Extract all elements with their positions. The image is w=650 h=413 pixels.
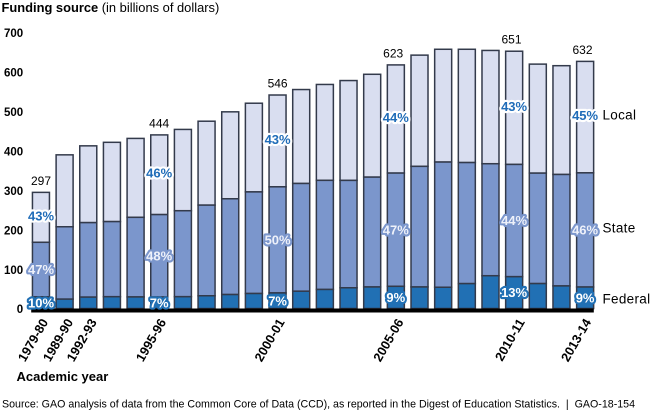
svg-text:Source: GAO analysis of data f: Source: GAO analysis of data from the Co…: [2, 399, 635, 411]
svg-text:300: 300: [4, 186, 23, 198]
svg-text:297: 297: [31, 174, 51, 188]
svg-text:7%: 7%: [268, 293, 287, 308]
svg-text:546: 546: [268, 76, 288, 90]
svg-text:State: State: [603, 221, 636, 236]
svg-text:700: 700: [4, 28, 23, 40]
svg-text:13%: 13%: [501, 285, 527, 300]
svg-text:Funding source (in billions of: Funding source (in billions of dollars): [2, 0, 220, 15]
svg-text:623: 623: [383, 46, 403, 60]
svg-text:10%: 10%: [28, 295, 54, 310]
svg-text:43%: 43%: [28, 208, 54, 223]
svg-text:43%: 43%: [265, 132, 291, 147]
svg-text:200: 200: [4, 225, 23, 237]
svg-text:Academic year: Academic year: [17, 369, 109, 384]
svg-text:50%: 50%: [265, 233, 291, 248]
svg-text:600: 600: [4, 68, 23, 80]
svg-text:46%: 46%: [572, 223, 598, 238]
svg-text:100: 100: [4, 265, 23, 277]
svg-text:Federal: Federal: [603, 292, 650, 307]
svg-text:632: 632: [572, 43, 592, 57]
svg-text:500: 500: [4, 107, 23, 119]
svg-text:400: 400: [4, 146, 23, 158]
svg-text:9%: 9%: [386, 290, 405, 305]
svg-text:0: 0: [17, 304, 23, 316]
svg-text:Local: Local: [603, 108, 637, 123]
svg-text:46%: 46%: [146, 166, 172, 181]
svg-text:47%: 47%: [383, 222, 409, 237]
svg-text:9%: 9%: [576, 290, 595, 305]
svg-text:651: 651: [501, 33, 521, 47]
svg-text:44%: 44%: [501, 213, 527, 228]
svg-text:7%: 7%: [150, 295, 169, 310]
svg-text:444: 444: [149, 116, 169, 130]
svg-text:48%: 48%: [146, 248, 172, 263]
svg-text:44%: 44%: [383, 110, 409, 125]
svg-text:47%: 47%: [28, 262, 54, 277]
svg-text:45%: 45%: [572, 108, 598, 123]
svg-text:43%: 43%: [501, 99, 527, 114]
